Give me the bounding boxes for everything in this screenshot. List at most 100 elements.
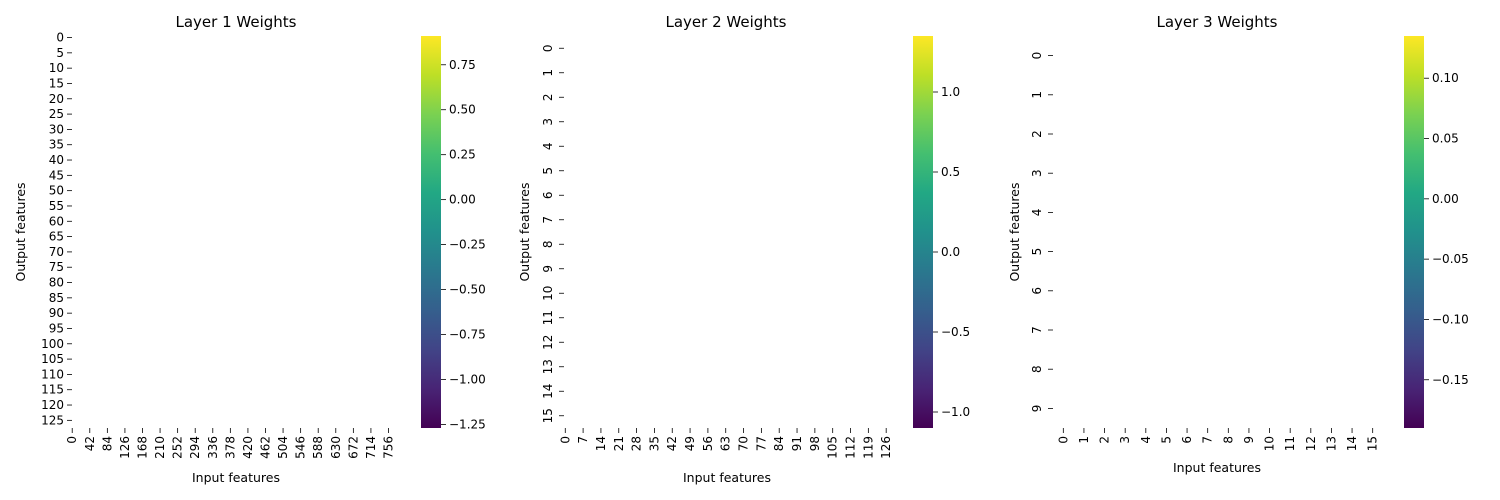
panel-1-y-tick-label: 40 <box>49 153 64 167</box>
panel-1-x-tick-label: 336 <box>206 436 220 459</box>
panel-1-x-tick-label: 0 <box>65 436 79 444</box>
panel-1-colorbar-tick-label: 0.00 <box>449 193 476 207</box>
panel-3-y-tick-label: 7 <box>1030 326 1044 334</box>
panel-1-y-tick-label: 100 <box>41 337 64 351</box>
panel-1-y-tick-label: 105 <box>41 352 64 366</box>
panel-3-colorbar-ticks: 0.10 0.05 0.00 −0.05 −0.10 −0.15 <box>1424 71 1469 387</box>
panel-2-colorbar-tick-label: −1.0 <box>941 405 970 419</box>
panel-2-x-tick-label: 0 <box>558 436 572 444</box>
panel-1-colorbar-tick-label: 0.25 <box>449 148 476 162</box>
panel-2-x-tick-label: 21 <box>612 436 626 451</box>
panel-3-y-tick-label: 3 <box>1030 169 1044 177</box>
panel-1-x-tick-label: 630 <box>329 436 343 459</box>
panel-3-y-tick-label: 2 <box>1030 130 1044 138</box>
panel-1-x-axis-label: Input features <box>192 470 280 485</box>
panel-2-y-tick-label: 15 <box>541 408 555 423</box>
panel-1-y-tick-label: 75 <box>49 260 64 274</box>
panel-3-x-tick-label: 6 <box>1180 436 1194 444</box>
panel-2-x-tick-label: 98 <box>808 436 822 451</box>
panel-1-plot-area <box>72 36 400 428</box>
heatmap-panel-1: Layer 1 Weights 051015202530354045505560… <box>13 13 486 485</box>
panel-2-colorbar <box>913 36 933 428</box>
panel-2-y-tick-label: 9 <box>541 265 555 273</box>
panel-3-y-tick-label: 6 <box>1030 287 1044 295</box>
panel-2-colorbar-tick-label: −0.5 <box>941 325 970 339</box>
panel-2-x-tick-label: 84 <box>772 436 786 451</box>
panel-3-colorbar-tick-label: −0.10 <box>1432 312 1469 326</box>
panel-1-title: Layer 1 Weights <box>176 13 297 31</box>
panel-2-x-tick-label: 35 <box>647 436 661 451</box>
panel-1-y-tick-label: 70 <box>49 245 64 259</box>
panel-2-y-tick-label: 12 <box>541 335 555 350</box>
panel-2-x-tick-label: 7 <box>576 436 590 444</box>
panel-1-x-tick-label: 126 <box>118 436 132 459</box>
panel-1-x-tick-label: 420 <box>241 436 255 459</box>
panel-2-x-tick-label: 14 <box>594 436 608 451</box>
panel-1-x-tick-label: 588 <box>311 436 325 459</box>
panel-1-y-tick-label: 90 <box>49 306 64 320</box>
panel-3-colorbar-tick-label: 0.05 <box>1432 132 1459 146</box>
panel-2-y-tick-label: 3 <box>541 118 555 126</box>
panel-1-y-tick-label: 80 <box>49 276 64 290</box>
panel-3-y-tick-label: 4 <box>1030 209 1044 217</box>
panel-2-y-tick-label: 4 <box>541 142 555 150</box>
panel-2-y-tick-label: 8 <box>541 240 555 248</box>
panel-1-y-tick-label: 125 <box>41 413 64 427</box>
panel-1-colorbar-tick-label: −1.00 <box>449 372 486 386</box>
panel-2-y-tick-label: 10 <box>541 286 555 301</box>
panel-3-x-tick-label: 10 <box>1263 436 1277 451</box>
panel-2-plot-area <box>564 36 890 428</box>
panel-3-y-tick-label: 5 <box>1030 248 1044 256</box>
panel-2-y-tick-label: 5 <box>541 167 555 175</box>
panel-1-y-tick-label: 115 <box>41 383 64 397</box>
panel-2-y-tick-label: 13 <box>541 359 555 374</box>
panel-3-x-tick-label: 4 <box>1139 436 1153 444</box>
panel-2-x-tick-label: 119 <box>861 436 875 459</box>
panel-2-colorbar-tick-label: 1.0 <box>941 85 960 99</box>
panel-1-colorbar-tick-label: −0.50 <box>449 283 486 297</box>
panel-3-colorbar-tick-label: 0.00 <box>1432 192 1459 206</box>
panel-3-x-axis-label: Input features <box>1173 460 1261 475</box>
panel-1-colorbar-ticks: 0.75 0.50 0.25 0.00 −0.25 −0.50 −0.75 −1.00 −1.2… <box>441 58 486 431</box>
panel-2-x-ticks: 0 7 14 21 28 35 42 49 56 63 70 77 84 91 98 105 112 119 126 <box>558 428 893 459</box>
panel-2-x-tick-label: 63 <box>719 436 733 451</box>
panel-1-colorbar-tick-label: −0.25 <box>449 238 486 252</box>
panel-3-x-tick-label: 15 <box>1366 436 1380 451</box>
panel-2-x-tick-label: 49 <box>683 436 697 451</box>
panel-1-y-tick-label: 95 <box>49 321 64 335</box>
panel-2-x-tick-label: 28 <box>630 436 644 451</box>
panel-3-x-tick-label: 14 <box>1345 436 1359 451</box>
panel-1-x-tick-label: 294 <box>188 436 202 459</box>
panel-3-x-tick-label: 12 <box>1304 436 1318 451</box>
panel-1-y-tick-label: 15 <box>49 76 64 90</box>
panel-3-colorbar-tick-label: −0.05 <box>1432 252 1469 266</box>
panel-1-y-tick-label: 35 <box>49 138 64 152</box>
panel-2-colorbar-tick-label: 0.5 <box>941 165 960 179</box>
panel-1-x-tick-label: 378 <box>223 436 237 459</box>
panel-3-x-tick-label: 7 <box>1201 436 1215 444</box>
panel-1-y-tick-label: 0 <box>56 31 64 45</box>
panel-1-colorbar <box>421 36 441 428</box>
panel-2-y-tick-label: 14 <box>541 384 555 399</box>
panel-1-colorbar-tick-label: 0.75 <box>449 58 476 72</box>
panel-1-x-tick-label: 756 <box>381 436 395 459</box>
panel-1-y-tick-label: 120 <box>41 398 64 412</box>
panel-1-y-tick-label: 5 <box>56 46 64 60</box>
panel-3-colorbar-tick-label: −0.15 <box>1432 373 1469 387</box>
panel-3-colorbar-tick-label: 0.10 <box>1432 71 1459 85</box>
panel-3-x-tick-label: 0 <box>1056 436 1070 444</box>
panel-2-x-tick-label: 126 <box>879 436 893 459</box>
panel-2-colorbar-ticks: 1.0 0.5 0.0 −0.5 −1.0 <box>933 85 970 419</box>
panel-3-x-tick-label: 9 <box>1242 436 1256 444</box>
panel-3-y-tick-label: 0 <box>1030 52 1044 60</box>
panel-2-y-axis-label: Output features <box>517 182 532 281</box>
panel-1-colorbar-tick-label: −0.75 <box>449 327 486 341</box>
panel-3-x-tick-label: 11 <box>1283 436 1297 451</box>
panel-1-y-tick-label: 45 <box>49 168 64 182</box>
panel-2-y-tick-label: 1 <box>541 69 555 77</box>
panel-1-y-tick-label: 110 <box>41 367 64 381</box>
